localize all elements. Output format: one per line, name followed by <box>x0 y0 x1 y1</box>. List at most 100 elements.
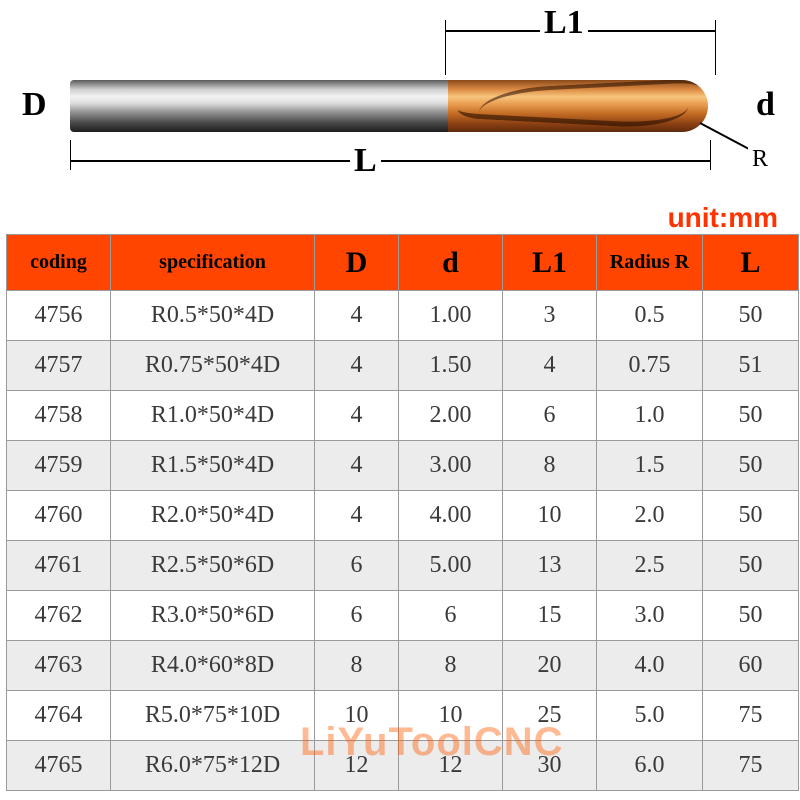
cell-L: 50 <box>703 441 799 491</box>
dim-r-leader <box>700 122 754 152</box>
cell-R: 2.5 <box>597 541 703 591</box>
table-row: 4765R6.0*75*12D1212306.075 <box>7 741 799 791</box>
cell-spec: R1.0*50*4D <box>111 391 315 441</box>
dim-l1-label: L1 <box>540 4 588 42</box>
cell-d: 8 <box>399 641 503 691</box>
cell-L1: 13 <box>503 541 597 591</box>
col-D: D <box>315 235 399 291</box>
table-row: 4760R2.0*50*4D44.00102.050 <box>7 491 799 541</box>
cell-spec: R5.0*75*10D <box>111 691 315 741</box>
cell-L1: 15 <box>503 591 597 641</box>
cell-spec: R0.75*50*4D <box>111 341 315 391</box>
cell-L1: 4 <box>503 341 597 391</box>
cell-D: 4 <box>315 291 399 341</box>
cell-spec: R6.0*75*12D <box>111 741 315 791</box>
cell-R: 5.0 <box>597 691 703 741</box>
cell-d: 10 <box>399 691 503 741</box>
cell-coding: 4759 <box>7 441 111 491</box>
cell-coding: 4762 <box>7 591 111 641</box>
spec-table-container: coding specification D d L1 Radius R L 4… <box>6 234 798 791</box>
cell-D: 6 <box>315 591 399 641</box>
table-row: 4761R2.5*50*6D65.00132.550 <box>7 541 799 591</box>
cell-D: 6 <box>315 541 399 591</box>
cell-d: 12 <box>399 741 503 791</box>
cell-R: 4.0 <box>597 641 703 691</box>
cell-spec: R2.0*50*4D <box>111 491 315 541</box>
cell-L1: 3 <box>503 291 597 341</box>
table-body: 4756R0.5*50*4D41.0030.5504757R0.75*50*4D… <box>7 291 799 791</box>
cell-coding: 4765 <box>7 741 111 791</box>
cell-R: 3.0 <box>597 591 703 641</box>
col-L1: L1 <box>503 235 597 291</box>
cell-spec: R4.0*60*8D <box>111 641 315 691</box>
table-row: 4764R5.0*75*10D1010255.075 <box>7 691 799 741</box>
dim-r-label: R <box>748 146 772 173</box>
col-specification: specification <box>111 235 315 291</box>
table-row: 4758R1.0*50*4D42.0061.050 <box>7 391 799 441</box>
cell-coding: 4763 <box>7 641 111 691</box>
cell-D: 4 <box>315 391 399 441</box>
cell-L: 75 <box>703 691 799 741</box>
tool-cutter <box>448 80 708 132</box>
cell-L1: 30 <box>503 741 597 791</box>
cell-coding: 4761 <box>7 541 111 591</box>
cell-L: 50 <box>703 591 799 641</box>
table-row: 4763R4.0*60*8D88204.060 <box>7 641 799 691</box>
cell-D: 4 <box>315 491 399 541</box>
dim-d-label: d <box>752 86 779 124</box>
cell-L: 51 <box>703 341 799 391</box>
table-header-row: coding specification D d L1 Radius R L <box>7 235 799 291</box>
cell-R: 6.0 <box>597 741 703 791</box>
cell-L: 50 <box>703 291 799 341</box>
cell-L1: 25 <box>503 691 597 741</box>
tool-shank <box>70 80 450 132</box>
col-d: d <box>399 235 503 291</box>
cell-spec: R1.5*50*4D <box>111 441 315 491</box>
cell-coding: 4757 <box>7 341 111 391</box>
cell-L: 75 <box>703 741 799 791</box>
table-row: 4759R1.5*50*4D43.0081.550 <box>7 441 799 491</box>
cell-L: 50 <box>703 491 799 541</box>
cell-L: 50 <box>703 541 799 591</box>
cell-R: 1.5 <box>597 441 703 491</box>
cell-L1: 6 <box>503 391 597 441</box>
cell-R: 0.5 <box>597 291 703 341</box>
cell-D: 4 <box>315 341 399 391</box>
cell-D: 4 <box>315 441 399 491</box>
cell-d: 1.00 <box>399 291 503 341</box>
cell-d: 1.50 <box>399 341 503 391</box>
spec-table: coding specification D d L1 Radius R L 4… <box>6 234 799 791</box>
cell-spec: R3.0*50*6D <box>111 591 315 641</box>
table-row: 4757R0.75*50*4D41.5040.7551 <box>7 341 799 391</box>
cell-L1: 20 <box>503 641 597 691</box>
col-L: L <box>703 235 799 291</box>
cell-L: 50 <box>703 391 799 441</box>
cell-L1: 8 <box>503 441 597 491</box>
cell-spec: R2.5*50*6D <box>111 541 315 591</box>
dim-l-line <box>70 160 710 162</box>
dim-D-label: D <box>18 86 51 124</box>
col-R: Radius R <box>597 235 703 291</box>
cell-coding: 4764 <box>7 691 111 741</box>
cell-spec: R0.5*50*4D <box>111 291 315 341</box>
cell-d: 3.00 <box>399 441 503 491</box>
cell-coding: 4756 <box>7 291 111 341</box>
dim-l-label: L <box>350 142 381 180</box>
cell-d: 4.00 <box>399 491 503 541</box>
cell-D: 10 <box>315 691 399 741</box>
cell-D: 8 <box>315 641 399 691</box>
cell-L: 60 <box>703 641 799 691</box>
cell-coding: 4760 <box>7 491 111 541</box>
cell-R: 0.75 <box>597 341 703 391</box>
table-row: 4762R3.0*50*6D66153.050 <box>7 591 799 641</box>
cell-d: 6 <box>399 591 503 641</box>
col-coding: coding <box>7 235 111 291</box>
cell-D: 12 <box>315 741 399 791</box>
cell-coding: 4758 <box>7 391 111 441</box>
cell-R: 1.0 <box>597 391 703 441</box>
unit-label: unit:mm <box>668 202 778 234</box>
cell-d: 2.00 <box>399 391 503 441</box>
cell-R: 2.0 <box>597 491 703 541</box>
cell-L1: 10 <box>503 491 597 541</box>
table-row: 4756R0.5*50*4D41.0030.550 <box>7 291 799 341</box>
